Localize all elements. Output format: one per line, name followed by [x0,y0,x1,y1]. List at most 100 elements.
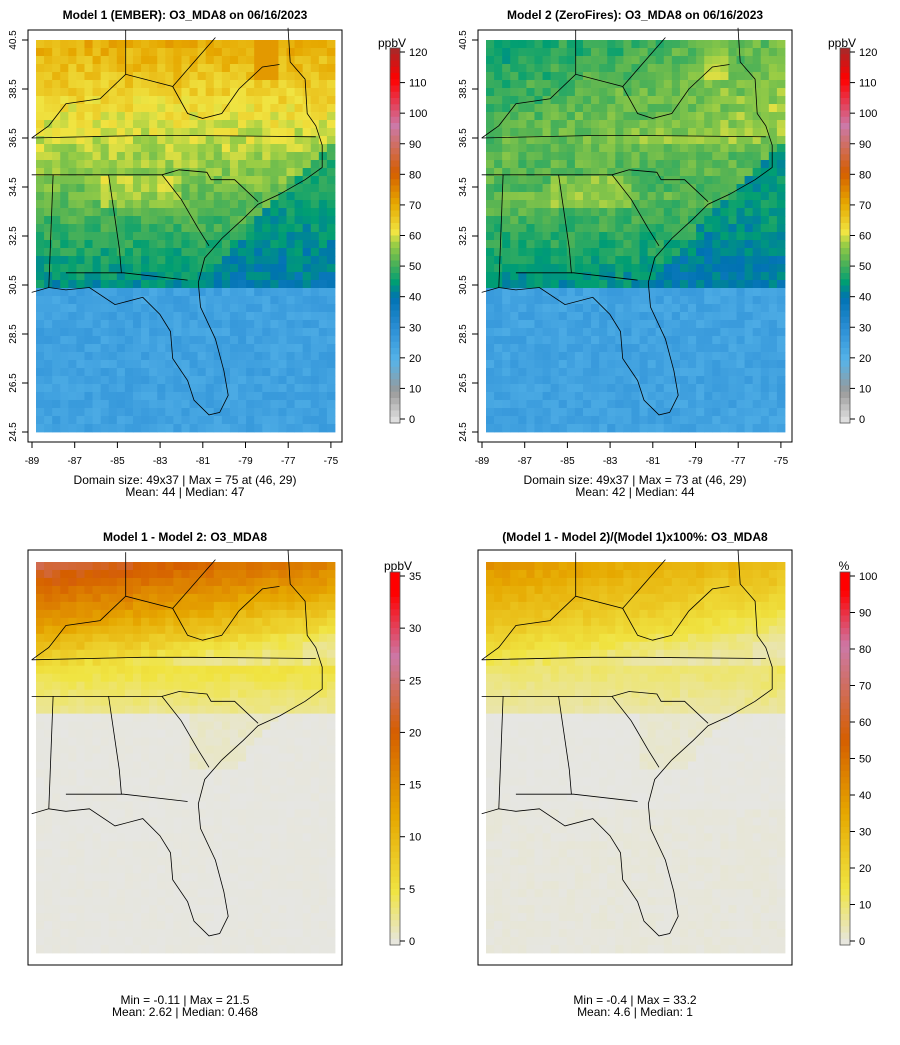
raster-cell [270,144,279,153]
raster-cell [704,352,713,361]
raster-cell [197,593,207,603]
raster-cell [615,192,624,201]
raster-cell [124,360,134,369]
raster-cell [326,769,336,778]
raster-cell [270,128,279,137]
raster-cell [294,633,304,643]
raster-cell [181,424,190,433]
raster-cell [262,729,271,738]
raster-cell [238,785,247,794]
raster-cell [486,328,495,337]
raster-cell [189,633,199,643]
raster-cell [213,176,223,185]
raster-cell [124,424,134,433]
raster-cell [52,585,61,595]
raster-cell [566,176,576,185]
raster-cell [246,713,255,722]
raster-cell [518,392,527,401]
raster-cell [84,152,93,161]
raster-cell [165,248,174,257]
raster-cell [591,264,600,273]
raster-cell [688,248,697,257]
raster-cell [494,144,503,153]
raster-cell [197,392,207,401]
raster-cell [108,240,118,249]
raster-cell [92,625,102,635]
colorbar-segment [390,260,400,268]
raster-cell [550,176,560,185]
raster-cell [213,392,223,401]
raster-cell [302,633,312,643]
raster-cell [189,224,199,233]
raster-cell [84,304,93,313]
raster-cell [704,312,713,321]
raster-cell [294,562,304,571]
raster-cell [141,408,150,417]
raster-cell [294,256,304,265]
raster-cell [607,216,616,225]
raster-cell [712,200,721,209]
raster-cell [108,384,118,393]
raster-cell [36,80,45,89]
raster-cell [92,184,102,193]
raster-cell [639,112,649,121]
raster-cell [607,336,616,345]
raster-cell [141,737,150,746]
raster-cell [671,176,681,185]
raster-cell [76,40,85,49]
raster-cell [132,256,142,265]
raster-cell [728,192,737,201]
raster-cell [246,577,255,587]
raster-cell [165,272,174,281]
raster-cell [181,689,190,699]
raster-cell [558,368,568,377]
raster-cell [310,280,320,289]
raster-cell [744,376,754,385]
raster-cell [108,769,118,778]
raster-cell [510,232,519,241]
raster-cell [132,793,142,802]
raster-cell [655,152,665,161]
raster-cell [582,224,592,233]
raster-cell [494,80,503,89]
raster-cell [197,296,207,305]
raster-cell [52,48,61,57]
raster-cell [116,424,126,433]
raster-cell [221,352,231,361]
raster-cell [558,296,568,305]
raster-cell [655,256,665,265]
raster-cell [286,785,295,794]
raster-cell [494,40,503,49]
raster-cell [173,56,182,65]
raster-cell [294,320,304,329]
raster-cell [526,64,535,73]
raster-cell [607,208,616,217]
colorbar-segment [840,229,850,236]
raster-cell [728,136,737,145]
raster-cell [157,737,166,746]
raster-cell [574,192,584,201]
raster-cell [768,400,778,409]
raster-cell [623,88,632,97]
raster-cell [655,280,665,289]
raster-cell [254,280,263,289]
raster-cell [615,144,624,153]
raster-cell [108,136,118,145]
raster-cell [599,232,608,241]
raster-cell [647,312,657,321]
raster-cell [189,753,199,762]
raster-cell [526,176,535,185]
raster-cell [213,264,223,273]
raster-cell [92,304,102,313]
raster-cell [36,88,45,97]
raster-cell [238,240,247,249]
raster-cell [124,264,134,273]
raster-cell [558,344,568,353]
raster-cell [76,256,85,265]
raster-cell [776,304,786,313]
raster-cell [124,80,134,89]
raster-cell [124,304,134,313]
raster-cell [254,304,263,313]
raster-cell [189,721,199,730]
raster-cell [52,769,61,778]
